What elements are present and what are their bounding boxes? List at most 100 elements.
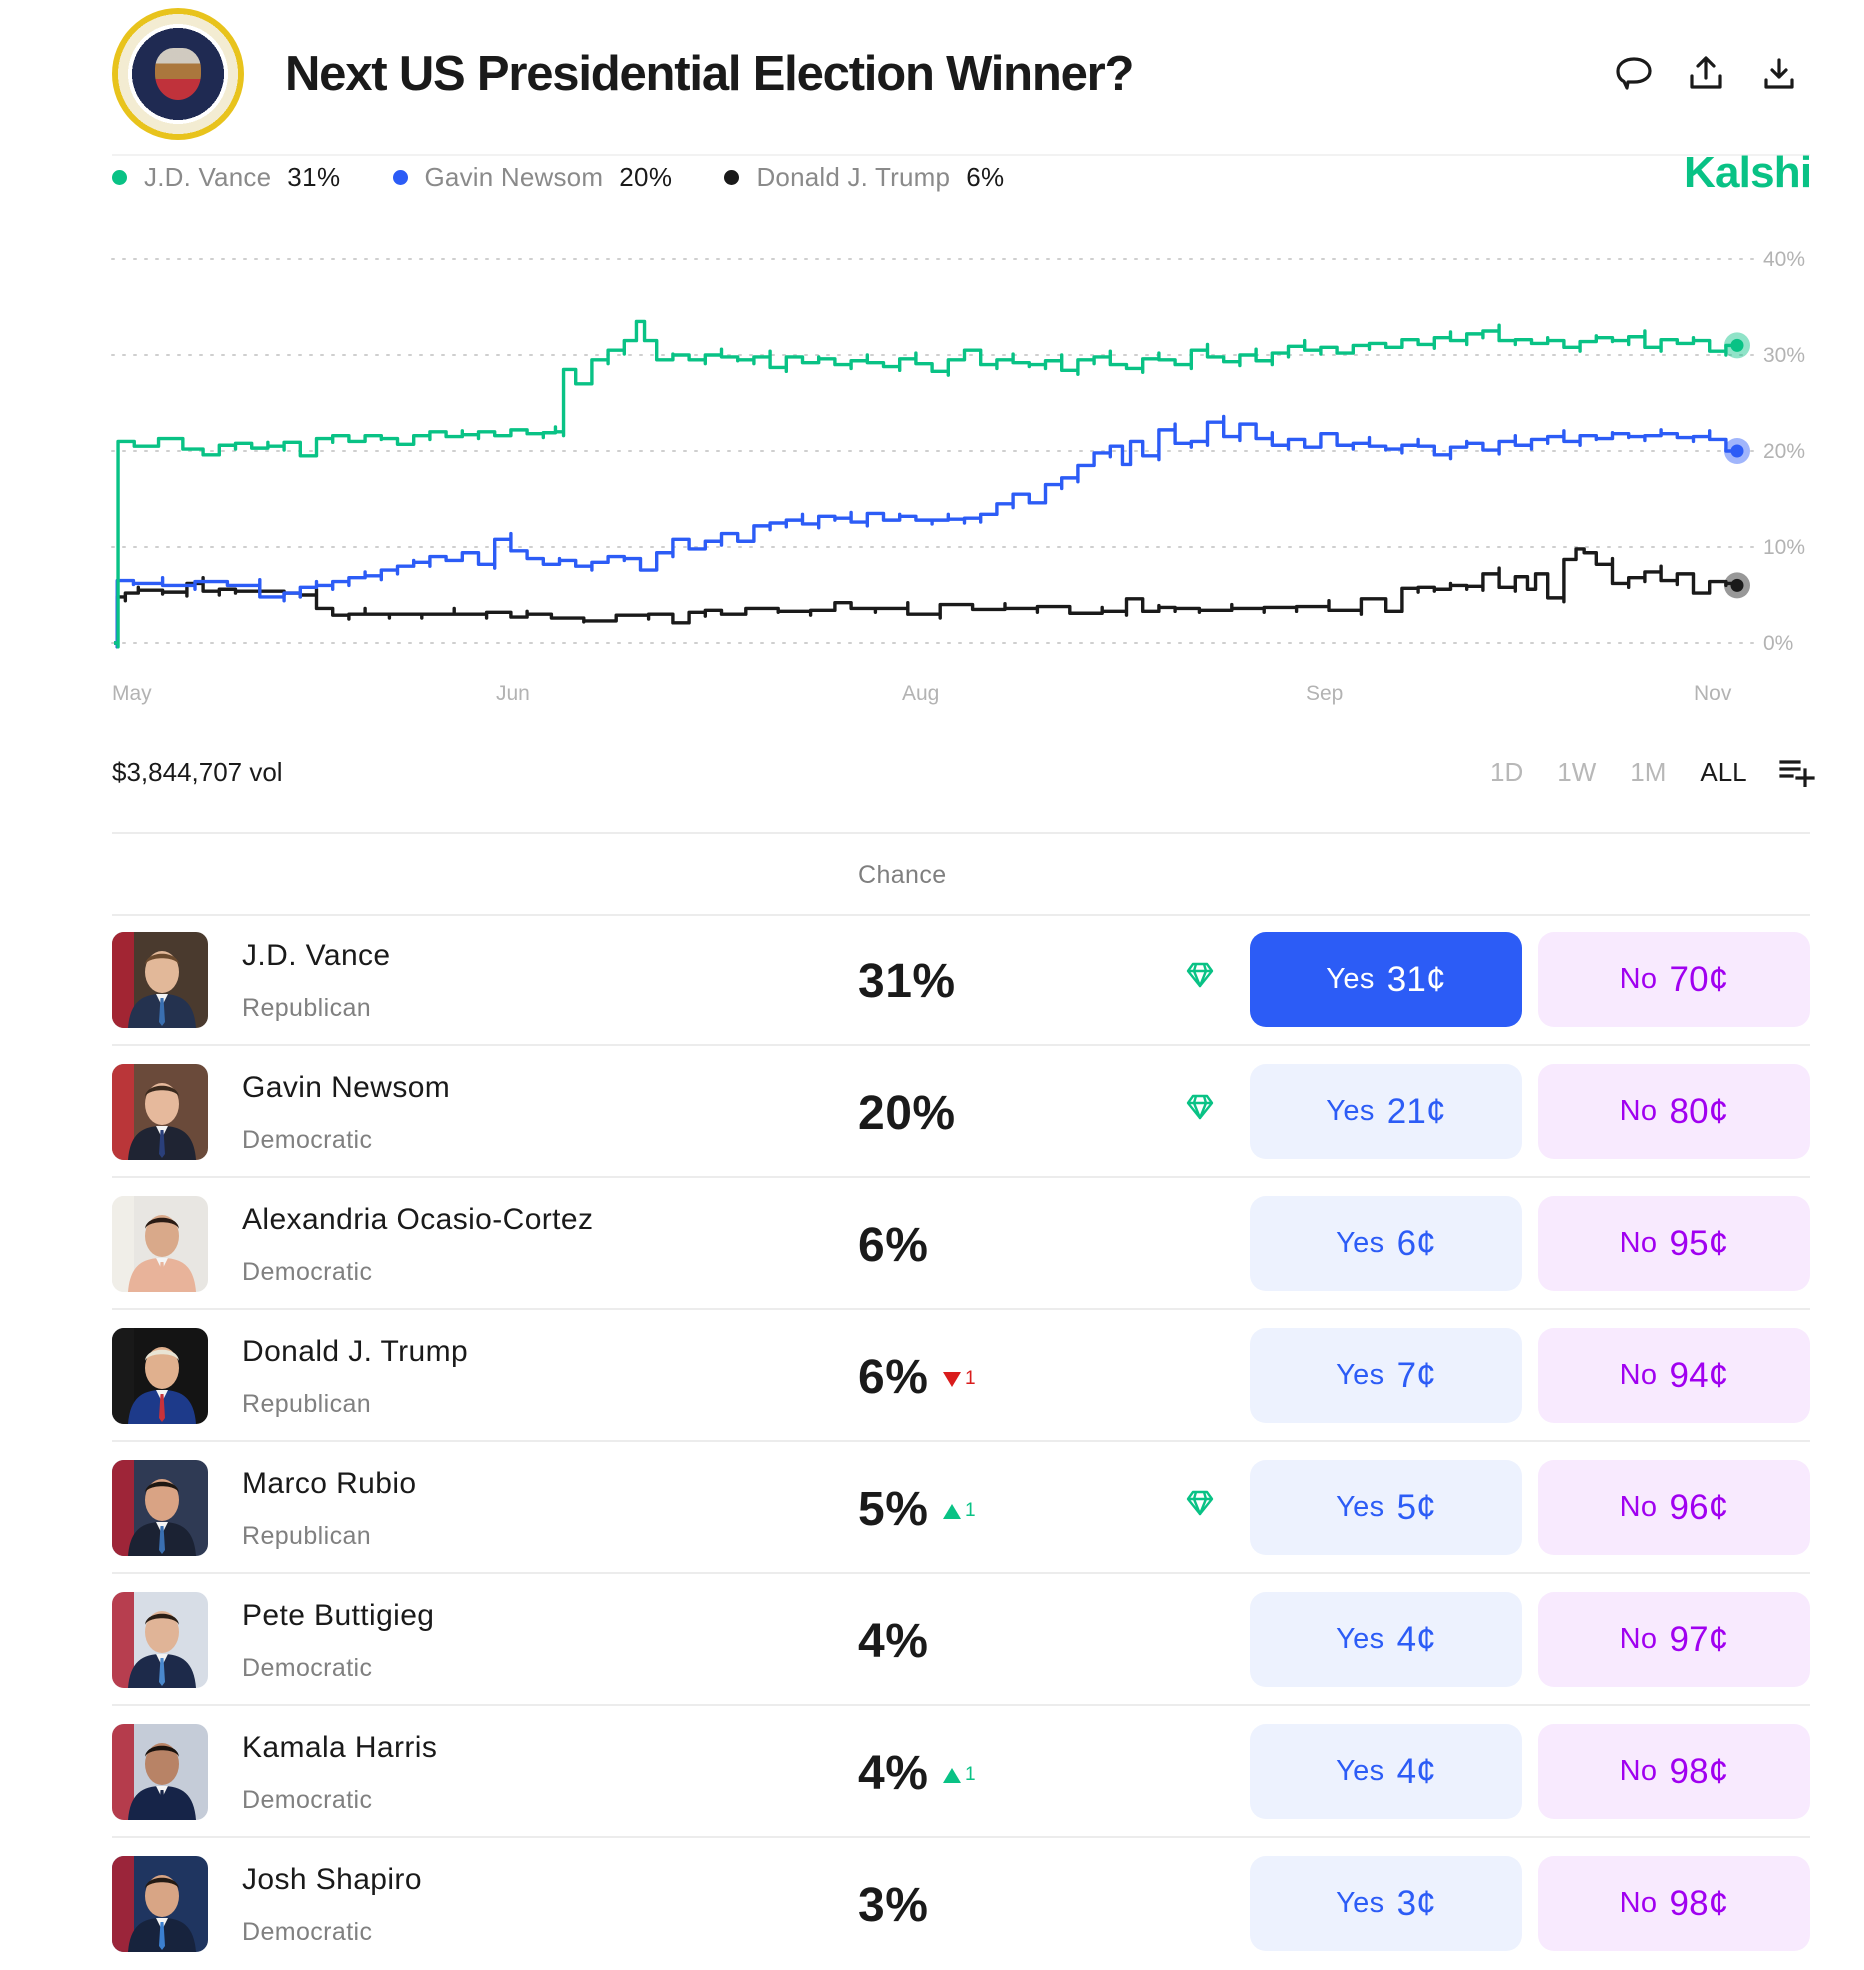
yes-price: 7¢ bbox=[1396, 1355, 1436, 1395]
candidate-avatar bbox=[112, 1328, 208, 1424]
buy-yes-button[interactable]: Yes 5¢ bbox=[1250, 1460, 1522, 1555]
buy-no-button[interactable]: No 94¢ bbox=[1538, 1328, 1810, 1423]
chart-series-lines bbox=[114, 319, 1734, 649]
x-tick-label: Nov bbox=[1694, 682, 1732, 705]
candidate-name[interactable]: Josh Shapiro bbox=[242, 1863, 422, 1896]
no-label: No bbox=[1619, 1095, 1658, 1127]
no-label: No bbox=[1619, 1755, 1658, 1787]
buy-no-button[interactable]: No 70¢ bbox=[1538, 932, 1810, 1027]
buy-no-button[interactable]: No 97¢ bbox=[1538, 1592, 1810, 1687]
candidate-avatar bbox=[112, 1460, 208, 1556]
seal-eagle-emblem bbox=[155, 48, 201, 100]
buy-yes-button[interactable]: Yes 31¢ bbox=[1250, 932, 1522, 1027]
buy-no-button[interactable]: No 98¢ bbox=[1538, 1724, 1810, 1819]
comment-button[interactable] bbox=[1614, 53, 1654, 93]
chance-value: 4% bbox=[858, 1747, 929, 1800]
legend-item-newsom[interactable]: Gavin Newsom 20% bbox=[392, 161, 673, 193]
no-label: No bbox=[1619, 1887, 1658, 1919]
buy-yes-button[interactable]: Yes 21¢ bbox=[1250, 1064, 1522, 1159]
change-arrow-icon bbox=[943, 1371, 961, 1387]
change-amount: 1 bbox=[965, 1764, 976, 1785]
endpoint-dot bbox=[1730, 578, 1744, 592]
yes-price: 5¢ bbox=[1396, 1487, 1436, 1527]
candidate-row-josh-shapiro[interactable]: Josh Shapiro Democratic 3% Yes 3¢ No 98¢ bbox=[112, 1838, 1810, 1970]
candidate-party: Democratic bbox=[242, 1786, 373, 1814]
yes-label: Yes bbox=[1336, 1491, 1385, 1523]
buy-no-button[interactable]: No 96¢ bbox=[1538, 1460, 1810, 1555]
share-button[interactable] bbox=[1686, 53, 1726, 93]
no-label: No bbox=[1619, 1359, 1658, 1391]
candidate-name[interactable]: Pete Buttigieg bbox=[242, 1599, 435, 1632]
buy-yes-button[interactable]: Yes 6¢ bbox=[1250, 1196, 1522, 1291]
buy-no-button[interactable]: No 95¢ bbox=[1538, 1196, 1810, 1291]
yes-label: Yes bbox=[1336, 1227, 1385, 1259]
buy-yes-button[interactable]: Yes 3¢ bbox=[1250, 1856, 1522, 1951]
candidate-name[interactable]: J.D. Vance bbox=[242, 939, 391, 972]
candidate-avatar bbox=[112, 1592, 208, 1688]
yes-price: 6¢ bbox=[1396, 1223, 1436, 1263]
legend-value: 31% bbox=[287, 161, 341, 192]
diamond-rewards-icon[interactable] bbox=[1186, 1094, 1214, 1120]
candidate-row-pete-buttigieg[interactable]: Pete Buttigieg Democratic 4% Yes 4¢ No 9… bbox=[112, 1574, 1810, 1706]
range-1d-button[interactable]: 1D bbox=[1490, 757, 1524, 787]
candidate-avatar bbox=[112, 1196, 208, 1292]
download-icon bbox=[1764, 58, 1794, 89]
chart-series-endpoints bbox=[1724, 332, 1750, 599]
no-label: No bbox=[1619, 963, 1658, 995]
range-1m-button[interactable]: 1M bbox=[1630, 757, 1667, 787]
candidate-name[interactable]: Donald J. Trump bbox=[242, 1335, 469, 1368]
buy-yes-button[interactable]: Yes 7¢ bbox=[1250, 1328, 1522, 1423]
portrait-photo-icon bbox=[112, 1592, 208, 1688]
candidate-name[interactable]: Alexandria Ocasio-Cortez bbox=[242, 1203, 594, 1236]
yes-price: 31¢ bbox=[1386, 959, 1446, 999]
no-price: 98¢ bbox=[1669, 1883, 1729, 1923]
candidate-row-j-d-vance[interactable]: J.D. Vance Republican 31% Yes 31¢ No 70¢ bbox=[112, 914, 1810, 1046]
legend-item-vance[interactable]: J.D. Vance 31% bbox=[112, 162, 341, 193]
no-price: 96¢ bbox=[1669, 1487, 1729, 1527]
legend-value: 20% bbox=[619, 161, 673, 192]
legend-item-trump[interactable]: Donald J. Trump 6% bbox=[724, 162, 1004, 193]
candidate-row-alexandria-ocasio-cortez[interactable]: Alexandria Ocasio-Cortez Democratic 6% Y… bbox=[112, 1178, 1810, 1310]
chance-column-header: Chance bbox=[858, 861, 947, 889]
candidate-name[interactable]: Gavin Newsom bbox=[242, 1071, 451, 1104]
candidate-party: Democratic bbox=[242, 1126, 373, 1154]
candidate-row-gavin-newsom[interactable]: Gavin Newsom Democratic 20% Yes 21¢ No 8… bbox=[112, 1046, 1810, 1178]
yes-label: Yes bbox=[1336, 1623, 1385, 1655]
legend-dot-icon bbox=[392, 169, 408, 185]
candidate-party: Democratic bbox=[242, 1258, 373, 1286]
candidate-name[interactable]: Marco Rubio bbox=[242, 1467, 417, 1500]
diamond-rewards-icon[interactable] bbox=[1186, 962, 1214, 988]
buy-no-button[interactable]: No 98¢ bbox=[1538, 1856, 1810, 1951]
no-price: 70¢ bbox=[1669, 959, 1729, 999]
price-history-chart[interactable]: 0% 10% 20% 30% 40% May Jun Aug Sep Nov bbox=[0, 0, 1864, 720]
candidate-row-kamala-harris[interactable]: Kamala Harris Democratic 4% 1 Yes 4¢ No … bbox=[112, 1706, 1810, 1838]
endpoint-dot bbox=[1730, 338, 1744, 352]
range-1w-button[interactable]: 1W bbox=[1557, 757, 1597, 787]
candidate-party: Democratic bbox=[242, 1654, 373, 1682]
buy-yes-button[interactable]: Yes 4¢ bbox=[1250, 1592, 1522, 1687]
no-price: 97¢ bbox=[1669, 1619, 1729, 1659]
buy-yes-button[interactable]: Yes 4¢ bbox=[1250, 1724, 1522, 1819]
candidate-party: Republican bbox=[242, 1390, 372, 1418]
candidate-avatar bbox=[112, 1724, 208, 1820]
candidate-row-marco-rubio[interactable]: Marco Rubio Republican 5% 1 Yes 5¢ No 96… bbox=[112, 1442, 1810, 1574]
buy-no-button[interactable]: No 80¢ bbox=[1538, 1064, 1810, 1159]
chance-value: 5% bbox=[858, 1483, 929, 1536]
endpoint-dot bbox=[1730, 444, 1744, 458]
add-to-watchlist-button[interactable] bbox=[1779, 757, 1815, 787]
chart-gridlines bbox=[111, 258, 1757, 644]
candidate-party: Republican bbox=[242, 994, 372, 1022]
chart-legend: J.D. Vance 31% Gavin Newsom 20% Donald J… bbox=[112, 157, 1057, 197]
range-all-button[interactable]: ALL bbox=[1700, 757, 1747, 787]
no-label: No bbox=[1619, 1227, 1658, 1259]
candidate-name[interactable]: Kamala Harris bbox=[242, 1731, 438, 1764]
y-tick-label: 20% bbox=[1763, 440, 1805, 463]
yes-price: 4¢ bbox=[1396, 1751, 1436, 1791]
download-button[interactable] bbox=[1759, 53, 1799, 93]
candidate-row-donald-j-trump[interactable]: Donald J. Trump Republican 6% 1 Yes 7¢ N… bbox=[112, 1310, 1810, 1442]
no-price: 98¢ bbox=[1669, 1751, 1729, 1791]
diamond-rewards-icon[interactable] bbox=[1186, 1490, 1214, 1516]
change-amount: 1 bbox=[965, 1500, 976, 1521]
kalshi-brand-logo: Kalshi bbox=[1684, 148, 1812, 197]
chance-value: 31% bbox=[858, 955, 956, 1008]
